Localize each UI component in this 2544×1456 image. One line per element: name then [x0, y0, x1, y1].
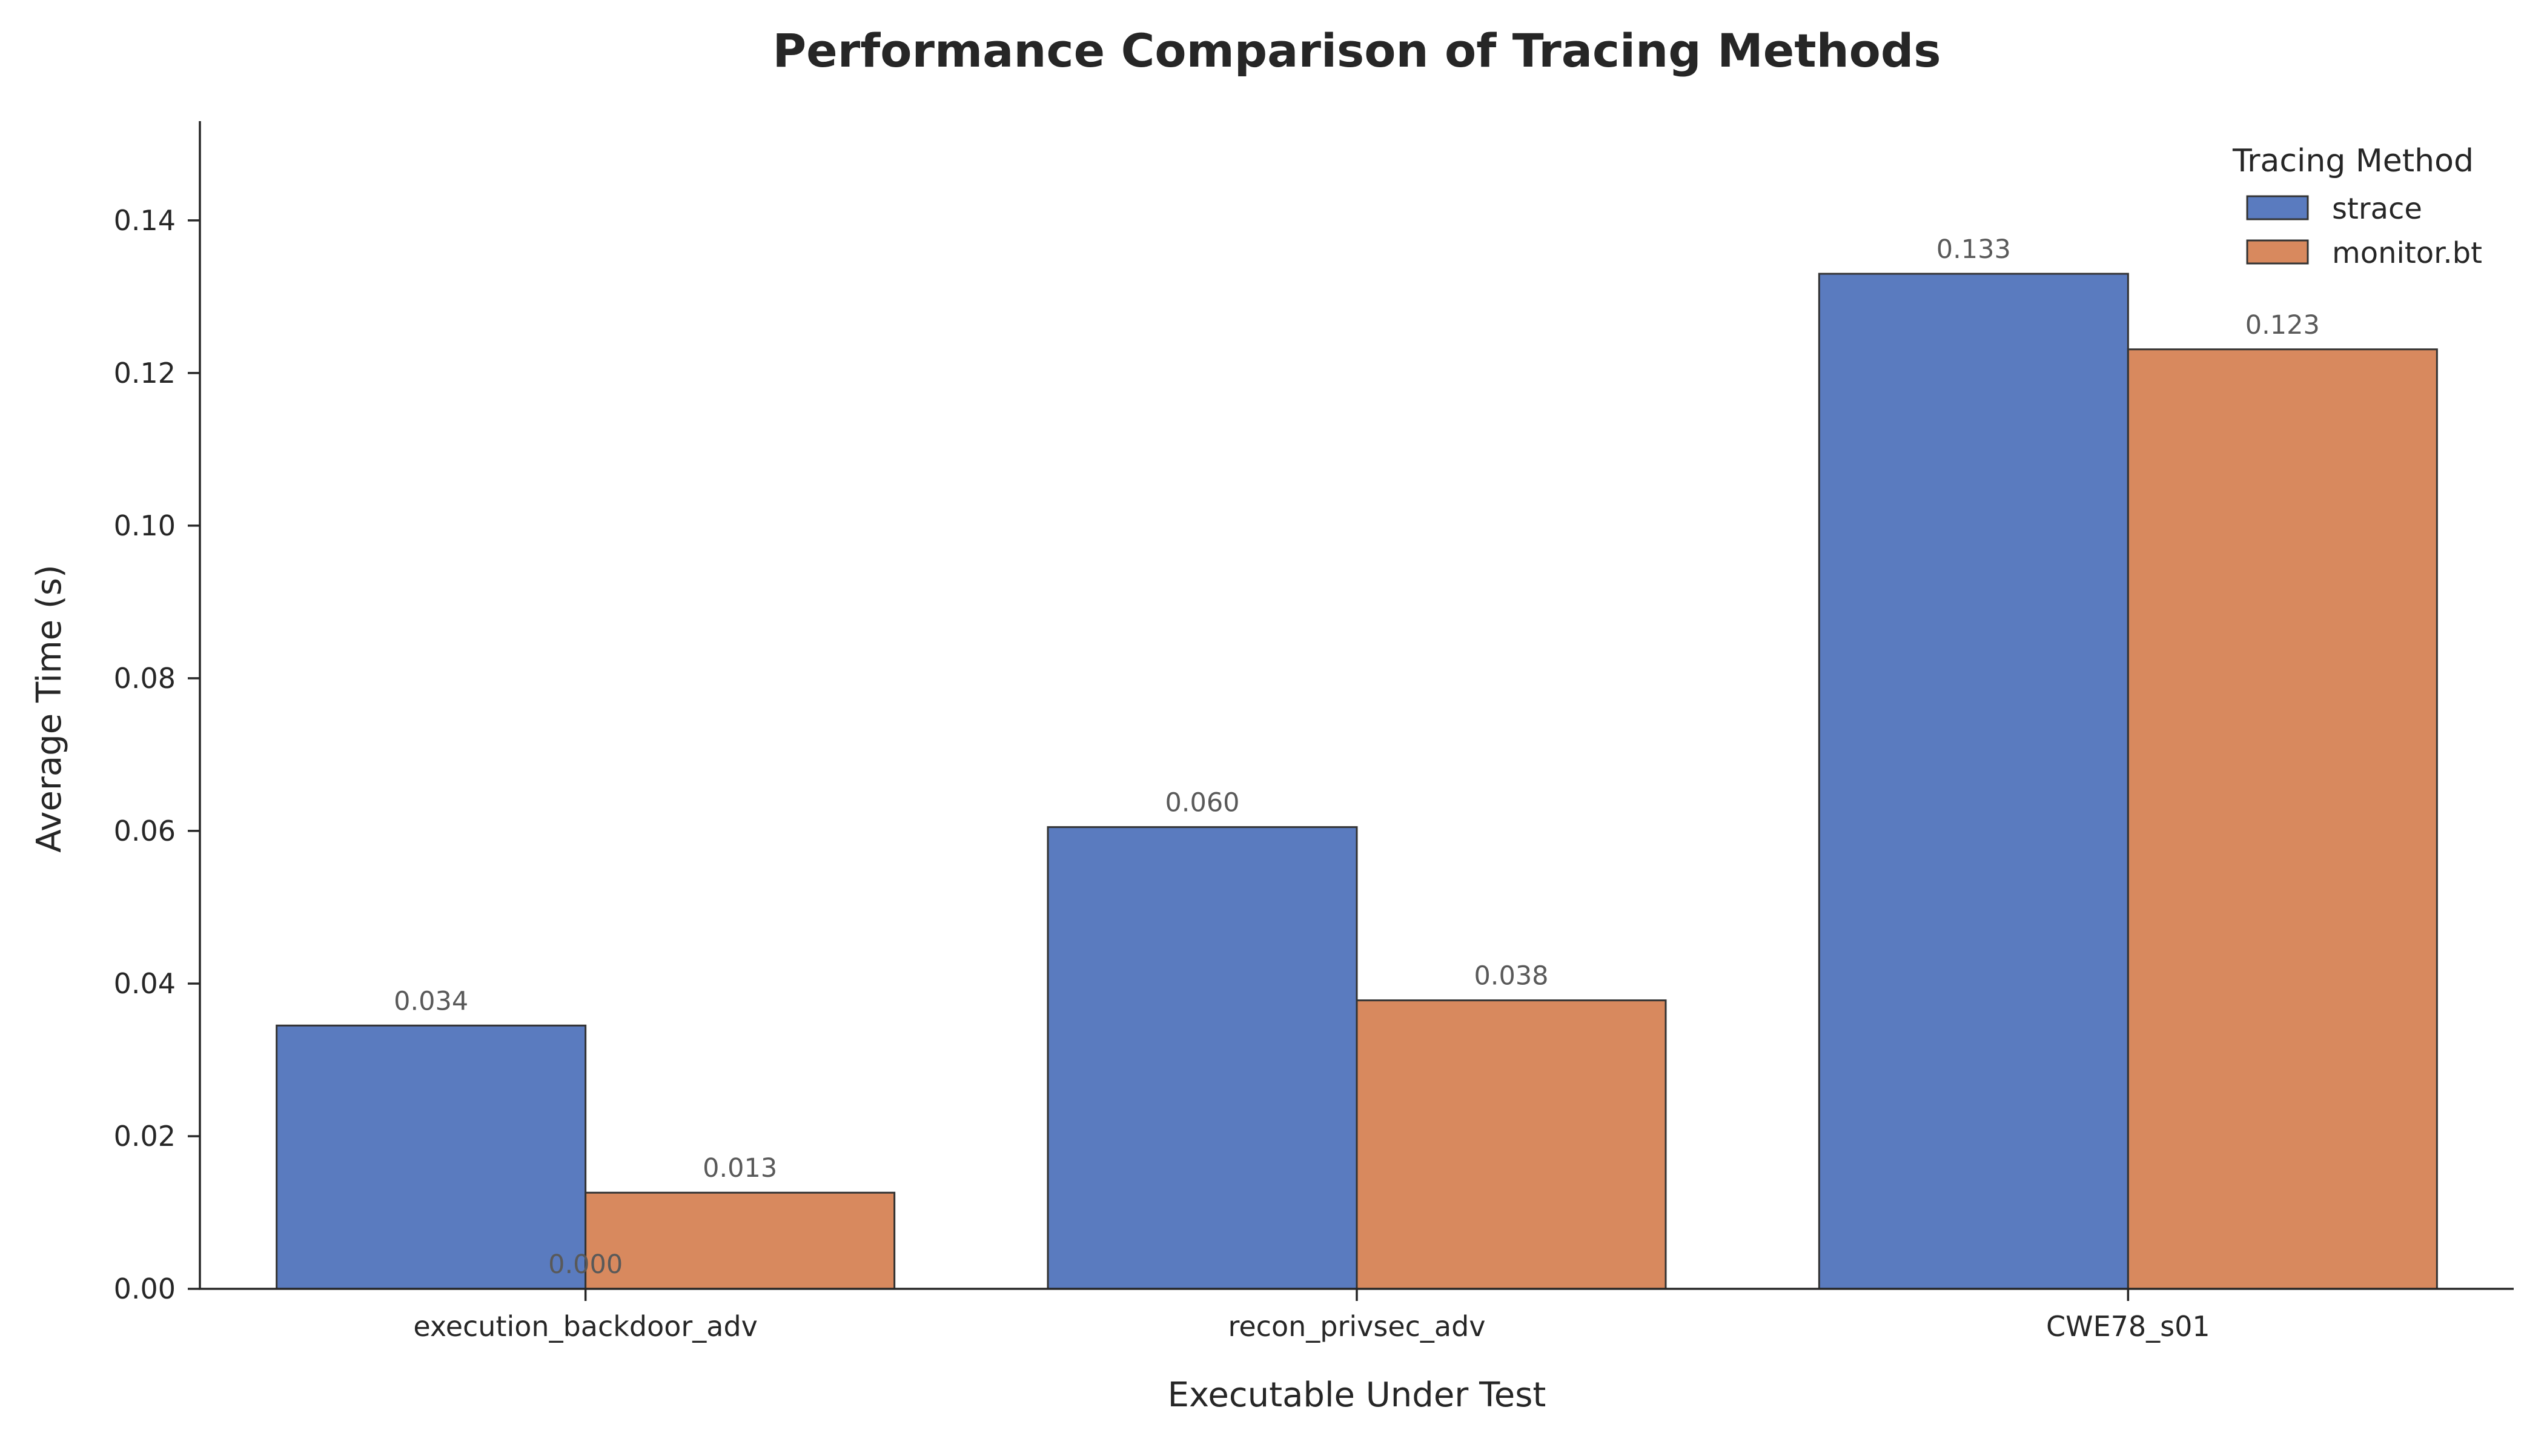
data-label: 0.060 [1165, 788, 1239, 818]
bar-strace-0 [276, 1024, 587, 1290]
data-label: 0.013 [703, 1153, 777, 1183]
x-tick-label: execution_backdoor_adv [413, 1310, 758, 1343]
data-labels-layer: 0.034 0.060 0.133 0.013 0.038 0.123 0.000 [394, 234, 2320, 1280]
y-tick-label: 0.12 [114, 357, 176, 389]
x-axis-label: Executable Under Test [1168, 1375, 1546, 1415]
legend-swatch-strace [2246, 195, 2309, 220]
y-tick-label: 0.10 [114, 509, 176, 542]
y-tick-label: 0.00 [114, 1272, 176, 1305]
bar-strace-1 [1047, 826, 1358, 1290]
data-label: 0.133 [1936, 234, 2011, 265]
y-axis-label: Average Time (s) [30, 564, 69, 852]
y-tick-label: 0.02 [114, 1120, 176, 1153]
bar-strace-2 [1818, 273, 2129, 1290]
axes-layer: 0.00 0.02 0.04 0.06 0.08 0.10 0.12 0.14 executio… [114, 121, 2514, 1343]
y-tick-label: 0.14 [114, 204, 176, 237]
bars-layer [276, 273, 2438, 1290]
legend-title: Tracing Method [2232, 143, 2474, 179]
chart-title: Performance Comparison of Tracing Method… [772, 24, 1941, 78]
y-tick-label: 0.08 [114, 662, 176, 695]
legend-label: monitor.bt [2332, 236, 2482, 270]
bar-monitor-bt-2 [2127, 348, 2438, 1290]
legend-label: strace [2332, 192, 2422, 226]
data-label: 0.038 [1474, 961, 1548, 991]
legend-swatch-monitor-bt [2246, 239, 2309, 265]
x-tick-label: recon_privsec_adv [1228, 1310, 1485, 1343]
zero-value-label: 0.000 [548, 1249, 623, 1280]
data-label: 0.034 [394, 986, 468, 1016]
data-label: 0.123 [2245, 310, 2320, 340]
y-tick-label: 0.04 [114, 967, 176, 1000]
legend: Tracing Method strace monitor.bt [2232, 143, 2482, 270]
bar-monitor-bt-1 [1356, 999, 1667, 1290]
x-tick-label: CWE78_s01 [2046, 1310, 2210, 1343]
y-tick-label: 0.06 [114, 815, 176, 847]
bar-monitor-bt-0 [585, 1191, 896, 1290]
